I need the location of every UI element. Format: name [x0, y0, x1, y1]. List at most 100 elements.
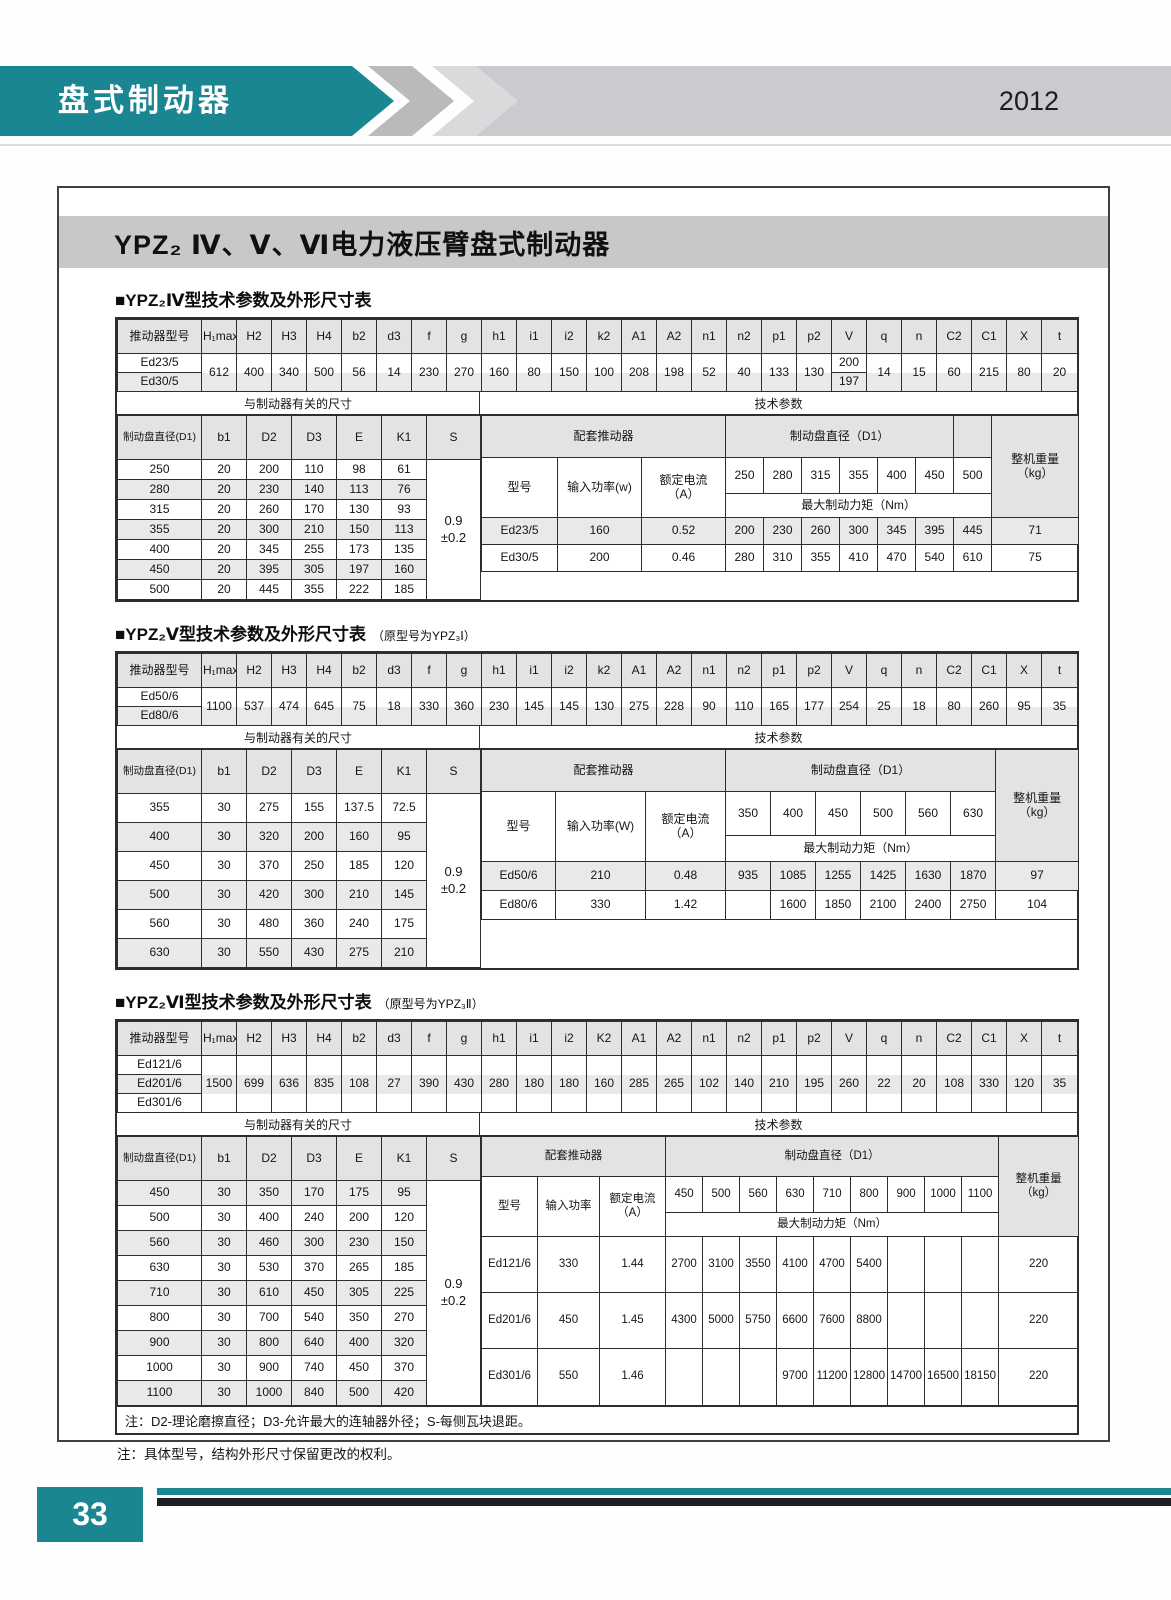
table-cell: 300 [246, 519, 292, 540]
table-cell [953, 415, 993, 458]
table-cell: 108 [936, 1055, 972, 1113]
section-heading: ■YPZ₂Ⅳ型技术参数及外形尺寸表 [115, 286, 1075, 311]
table-cell: A2 [656, 1021, 692, 1056]
table-cell: 80 [1006, 353, 1042, 392]
table-cell: 160 [381, 559, 427, 580]
table-cell: 390 [411, 1055, 447, 1113]
table-cell: 450 [815, 791, 862, 836]
table-cell: 500 [860, 791, 907, 836]
table-cell: 145 [381, 880, 427, 910]
table-cell: 18 [901, 687, 937, 726]
table-cell: 330 [555, 890, 646, 920]
table-cell: 610 [246, 1280, 292, 1306]
table-cell: 640 [291, 1330, 337, 1356]
table-cell: 推动器型号 [117, 319, 202, 354]
table-cell: 97 [995, 861, 1080, 891]
table-cell: 560 [739, 1176, 778, 1213]
table-cell: 200 [336, 1205, 382, 1231]
table-cell: Ed121/6 [117, 1055, 202, 1075]
table-cell: 445 [953, 517, 993, 545]
table-cell: V [831, 653, 867, 688]
table-cell: 8800 [850, 1292, 889, 1349]
table-cell: 5750 [739, 1292, 778, 1349]
table-cell: 210 [555, 861, 646, 891]
table-cell: 1100 [117, 1380, 202, 1406]
table-cell: 630 [117, 1255, 202, 1281]
table-cell: 130 [586, 687, 622, 726]
table-cell: 1100 [961, 1176, 1000, 1213]
table-cell: 137.5 [336, 793, 382, 823]
table-halves: 制动盘直径(D1) b1 D2 D3 E K1 S 450 30 350 170 175 95 0.9 ±0… [117, 1136, 1080, 1406]
table-cell: 1.46 [598, 1348, 667, 1406]
table-cell: 330 [411, 687, 447, 726]
table-cell: 6600 [776, 1292, 815, 1349]
section-heading: ■YPZ₂Ⅵ型技术参数及外形尺寸表 （原型号为YPZ₃Ⅱ） [115, 988, 1075, 1013]
table-cell: 210 [336, 880, 382, 910]
table-cell: 30 [201, 1380, 247, 1406]
table-cell: D2 [246, 1136, 292, 1181]
table-cell: f [411, 1021, 447, 1056]
table-cell: 530 [246, 1255, 292, 1281]
table-cell: 20 [201, 539, 247, 560]
table-cell: X [1006, 319, 1042, 354]
table-cell: 0.46 [640, 544, 727, 572]
table-cell: b2 [341, 1021, 377, 1056]
table-cell: 72.5 [381, 793, 427, 823]
table-cell [702, 1348, 741, 1406]
table-cell: i2 [551, 1021, 587, 1056]
band-left-label: 与制动器有关的尺寸 [117, 1113, 480, 1135]
table-cell: 230 [336, 1230, 382, 1256]
table-cell: 800 [850, 1176, 889, 1213]
table-cell: 265 [656, 1055, 692, 1113]
table-cell: 型号 [481, 457, 558, 518]
table-cell: 400 [117, 822, 202, 852]
table-band-header: 与制动器有关的尺寸 技术参数 [117, 726, 1077, 749]
table-cell: 740 [291, 1355, 337, 1381]
table-cell: 制动盘直径(D1) [117, 415, 202, 460]
table-cell: 1100 [201, 687, 237, 726]
table-cell: 155 [291, 793, 337, 823]
table-cell: D3 [291, 749, 337, 794]
table-cell: 最大制动力矩（Nm） [725, 835, 997, 862]
table-cell: 12800 [850, 1348, 889, 1406]
table-cell: q [866, 319, 902, 354]
table-cell: 260 [801, 517, 841, 545]
table-cell: E [336, 1136, 382, 1181]
table-cell: 260 [831, 1055, 867, 1113]
table-cell: C2 [936, 319, 972, 354]
table-cell: 699 [236, 1055, 272, 1113]
table-cell: 355 [117, 793, 202, 823]
table-cell: n [901, 319, 937, 354]
table-cell: 95 [381, 1180, 427, 1206]
table-cell: 配套推动器 [480, 749, 727, 792]
table-cell: 20 [201, 459, 247, 480]
table-cell: 500 [117, 880, 202, 910]
table-cell: 27 [376, 1055, 412, 1113]
table-cell: 30 [201, 1280, 247, 1306]
table-cell: Ed80/6 [117, 706, 202, 726]
table-cell: 430 [446, 1055, 482, 1113]
table-cell: 20 [201, 499, 247, 520]
table-cell: 280 [117, 479, 202, 500]
table-cell: 550 [537, 1348, 600, 1406]
table-cell: 120 [1006, 1055, 1042, 1113]
band-right-label: 技术参数 [754, 396, 803, 411]
table-cell: 140 [726, 1055, 762, 1113]
table-cell: 3100 [702, 1236, 741, 1293]
table-cell: p2 [796, 653, 832, 688]
table-cell: 133 [761, 353, 797, 392]
table-cell: n [901, 653, 937, 688]
table-cell: X [1006, 1021, 1042, 1056]
table-cell: 840 [291, 1380, 337, 1406]
table-cell: 275 [621, 687, 657, 726]
table-cell [665, 1348, 704, 1406]
table-cell: 额定电流 （A） [640, 457, 727, 518]
page-title: YPZ₂ Ⅳ、Ⅴ、Ⅵ电力液压臂盘式制动器 [59, 216, 1108, 268]
table-cell: 14 [376, 353, 412, 392]
table-cell: 310 [763, 544, 803, 572]
table-cell: d3 [376, 653, 412, 688]
table-cell: q [866, 1021, 902, 1056]
table-cell: 400 [877, 457, 917, 494]
table-cell: H4 [306, 319, 342, 354]
table-cell: 175 [336, 1180, 382, 1206]
